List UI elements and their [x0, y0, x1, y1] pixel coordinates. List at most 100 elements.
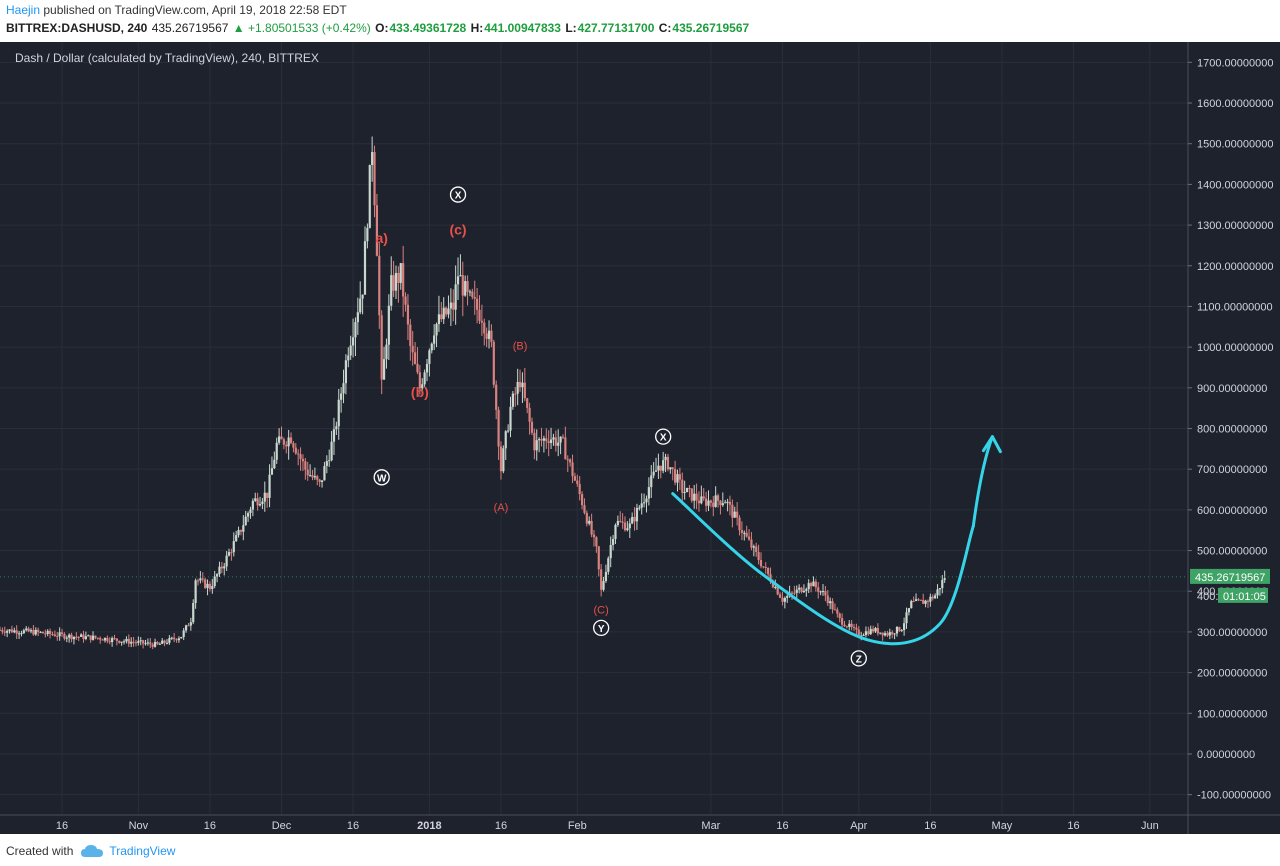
candle-body: [812, 581, 815, 587]
candle-body: [530, 421, 534, 433]
candle-body: [802, 590, 806, 593]
candle-body: [58, 632, 61, 637]
published-text: published on TradingView.com, April 19, …: [40, 3, 347, 17]
candle-body: [840, 618, 844, 625]
candle-body: [404, 296, 407, 305]
candle-body: [399, 263, 402, 283]
candle-body: [645, 498, 648, 503]
candle-body: [707, 500, 710, 506]
candle-body: [752, 546, 755, 548]
candle-body: [900, 630, 903, 632]
candle-body: [34, 629, 37, 635]
candle-body: [709, 500, 712, 503]
candle-body: [547, 441, 550, 443]
candle-body: [328, 460, 331, 462]
candle-body: [17, 633, 21, 635]
candle-body: [287, 437, 290, 447]
candle-body: [726, 501, 729, 503]
candle-body: [103, 637, 107, 641]
candle-body: [170, 637, 173, 639]
candle-body: [800, 587, 803, 593]
candle-body: [609, 544, 612, 559]
candle-body: [561, 436, 565, 438]
candle-body: [77, 636, 80, 638]
candle-body: [886, 633, 889, 636]
candle-body: [755, 546, 758, 552]
candle-body: [771, 581, 775, 588]
price-chart[interactable]: Wa) (b) (c) X (A) (B) (C) Y X Z 1700.00000000 1600…: [0, 42, 1280, 834]
close-label: C:: [658, 21, 672, 35]
candle-body: [342, 383, 345, 394]
candle-body: [836, 609, 839, 614]
candle-body: [251, 500, 254, 510]
publication-line: Haejin published on TradingView.com, Apr…: [6, 3, 347, 17]
candle-body: [681, 479, 684, 493]
candle-body: [371, 152, 374, 165]
wave-circle-marker: [449, 186, 467, 203]
candle-body: [201, 578, 204, 580]
candle-body: [433, 335, 436, 344]
x-tick-label: 2018: [417, 820, 441, 832]
wave-circle-marker: [593, 619, 610, 637]
candle-body: [585, 512, 588, 524]
candle-body: [118, 640, 121, 643]
candle-body: [311, 475, 314, 478]
candle-body: [378, 255, 381, 316]
candle-body: [781, 597, 784, 602]
y-tick-label: 0.00000000: [1197, 749, 1255, 761]
last-price-text: 435.26719567: [1195, 572, 1265, 584]
candle-body: [392, 275, 395, 291]
candle-body: [495, 384, 498, 410]
candle-body: [332, 429, 336, 442]
candle-body: [600, 569, 603, 590]
candle-body: [917, 599, 920, 601]
candle-body: [774, 586, 777, 588]
candle-body: [521, 382, 524, 388]
candle-body: [318, 479, 321, 483]
candle-body: [592, 534, 596, 538]
y-tick-label: 1300.00000000: [1197, 220, 1273, 232]
candle-body: [485, 333, 488, 339]
candle-body: [666, 456, 670, 470]
low-label: L:: [565, 21, 577, 35]
author-link[interactable]: Haejin: [6, 3, 41, 17]
candle-body: [874, 627, 877, 632]
high-value: 441.00947833: [484, 21, 561, 35]
candle-body: [115, 638, 118, 641]
candle-body: [82, 634, 85, 640]
candle-body: [807, 583, 810, 590]
candle-body: [652, 471, 655, 476]
price-axis[interactable]: 1700.00000000 1600.00000000 1500.00000000 1…: [1188, 57, 1273, 802]
candle-body: [225, 555, 228, 567]
candle-body: [246, 513, 250, 517]
candle-body: [838, 613, 841, 619]
tradingview-link[interactable]: TradingView: [109, 844, 176, 858]
candle-body: [690, 488, 693, 501]
candle-body: [688, 488, 691, 490]
candle-body: [557, 442, 560, 446]
candle-body: [549, 439, 553, 443]
candle-body: [156, 641, 159, 644]
candle-body: [576, 480, 579, 484]
x-tick-label: 16: [1067, 820, 1079, 832]
y-tick-label: 1100.00000000: [1197, 301, 1273, 313]
low-value: 427.77131700: [577, 21, 655, 35]
candle-body: [924, 600, 927, 604]
candle-body: [87, 635, 90, 637]
candle-body: [662, 460, 665, 471]
time-axis[interactable]: 16 Nov 16 Dec 16 2018 16 Feb Mar 16 Apr 16 May 16 Jun: [56, 820, 1159, 832]
candle-body: [278, 436, 281, 443]
candle-body: [724, 502, 727, 504]
candle-body: [299, 454, 302, 459]
candle-body: [39, 631, 42, 633]
candle-body: [60, 632, 64, 634]
candle-body: [32, 630, 35, 635]
candle-body: [340, 393, 343, 400]
countdown-text: 01:01:05: [1223, 591, 1266, 603]
candle-body: [750, 539, 753, 548]
open-value: 433.49361728: [389, 21, 467, 35]
candle-body: [654, 470, 658, 472]
candle-body: [335, 426, 338, 430]
wave-label: X: [455, 191, 462, 202]
